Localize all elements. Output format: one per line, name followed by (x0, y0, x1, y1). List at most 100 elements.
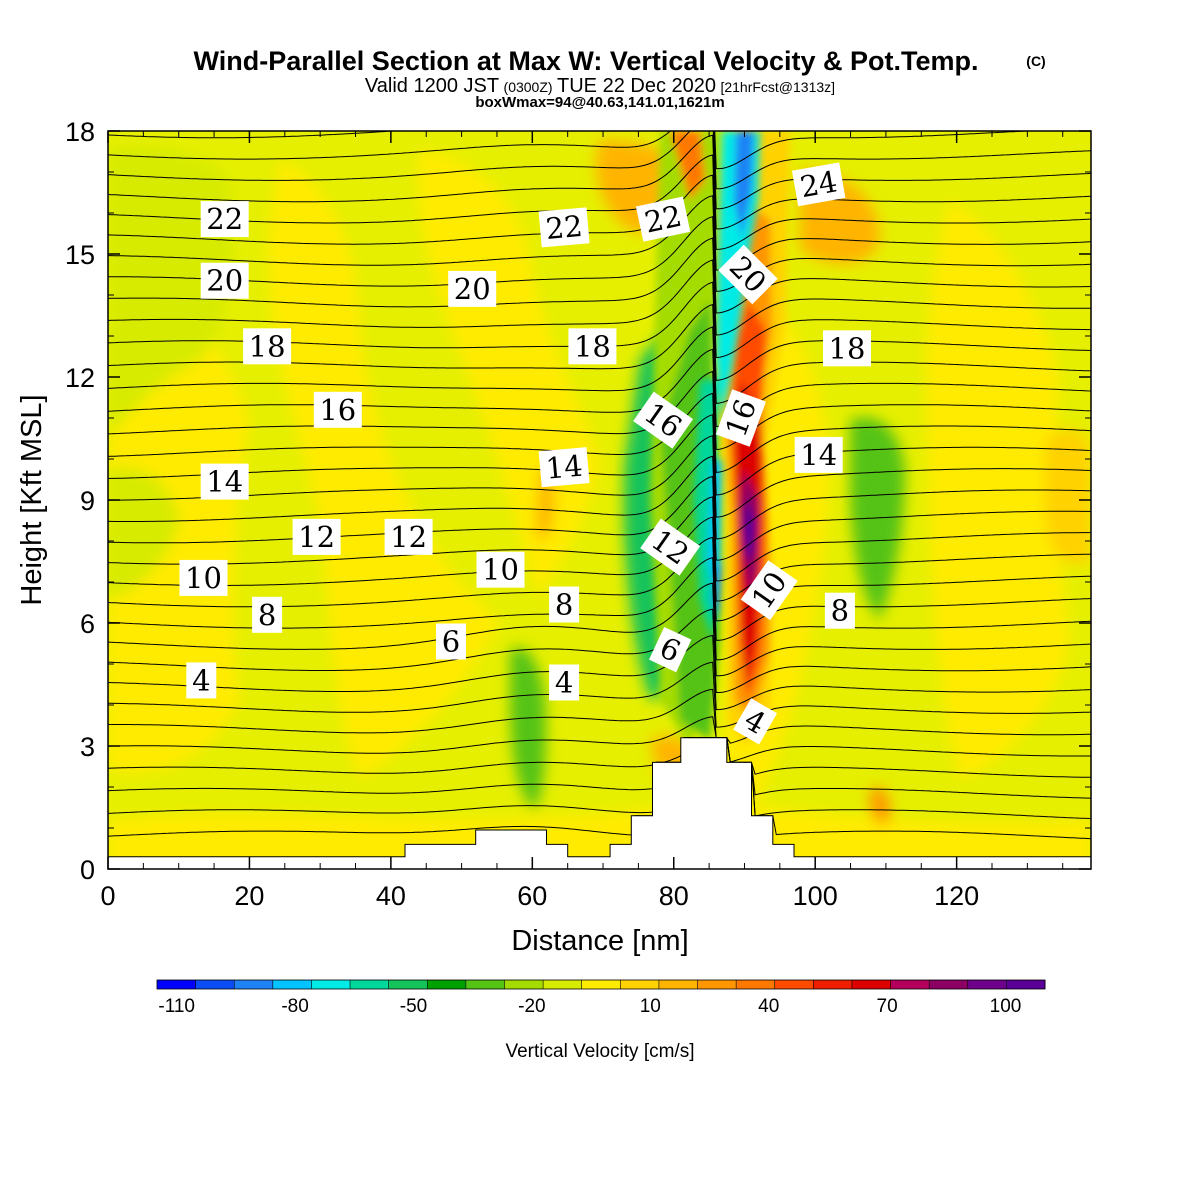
isentrope-line (108, 216, 1091, 314)
y-tick-label: 6 (80, 609, 95, 639)
contour-label-text: 22 (642, 199, 685, 240)
chart-subtitle-2: boxWmax=94@40.63,141.01,1621m (475, 94, 724, 111)
contour-label: 14 (200, 463, 249, 500)
y-tick-label: 0 (80, 855, 95, 885)
colorbar-swatch (350, 980, 390, 989)
x-tick-label: 0 (100, 881, 115, 911)
contour-label-box (568, 328, 617, 365)
contour-label: 22 (538, 207, 590, 248)
contour-label-text: 4 (555, 666, 573, 700)
terrain (107, 737, 1092, 870)
contour-label-box (823, 330, 871, 367)
contour-label-box (635, 196, 691, 242)
contour-label-box (384, 518, 433, 555)
contour-label-box (633, 391, 694, 449)
contour-label: 4 (186, 662, 217, 699)
contour-label: 12 (384, 518, 433, 555)
contour-label: 20 (200, 262, 249, 299)
contour-label-text: 8 (258, 598, 276, 632)
isentrope-line (108, 582, 1091, 677)
chart-title: Wind-Parallel Section at Max W: Vertical… (194, 46, 979, 76)
colorbar-tick-label: 100 (990, 996, 1022, 1017)
contour-label: 10 (179, 559, 228, 596)
isentrope-line (108, 348, 1091, 451)
contour-label-box (718, 244, 778, 305)
contour-label-text: 12 (298, 520, 335, 554)
colorbar-swatch (388, 980, 428, 989)
isentrope-line (108, 195, 1091, 292)
contour-label: 10 (476, 551, 525, 588)
contour-label-text: 18 (829, 331, 866, 365)
colorbar-swatch (543, 980, 583, 989)
contour-label-box (252, 596, 283, 633)
contour-label-text: 14 (800, 438, 837, 472)
contour-label-box (186, 662, 217, 699)
contour-label-box (436, 623, 466, 660)
contour-label: 6 (648, 626, 692, 673)
isentrope-line (108, 737, 1091, 820)
contour-label: 18 (243, 328, 292, 365)
y-axis-title: Height [Kft MSL] (16, 394, 48, 605)
y-tick-label: 3 (80, 732, 95, 762)
isentrope-line (108, 154, 1091, 250)
colorbar-swatch (813, 980, 853, 989)
contour-label-box (292, 518, 341, 555)
colorbar-tick-label: 40 (758, 996, 779, 1017)
contour-label: 8 (549, 586, 580, 623)
colorbar-swatch (774, 980, 814, 989)
contour-label-text: 14 (206, 465, 243, 499)
contour-label: 12 (292, 518, 341, 555)
x-tick-label: 80 (659, 881, 689, 911)
y-tick-label: 12 (65, 363, 95, 393)
contour-label: 22 (200, 201, 249, 238)
contour-label-text: 10 (482, 553, 519, 587)
contour-label-box (640, 518, 701, 576)
colorbar-swatch (697, 980, 737, 989)
isentrope-line (108, 131, 1037, 170)
isentrope-line (108, 131, 1091, 210)
contour-label-text: 16 (319, 393, 356, 427)
contour-label-box (243, 328, 292, 365)
x-tick-label: 100 (793, 881, 838, 911)
isentrope-line (108, 455, 1091, 561)
contour-label-text: 24 (798, 164, 840, 204)
contour-label-box (538, 447, 590, 488)
colorbar-swatch (890, 980, 930, 989)
isentrope-line (108, 237, 1091, 336)
contour-label-text: 20 (206, 264, 243, 298)
contour-label-box (476, 551, 525, 588)
colorbar-title: Vertical Velocity [cm/s] (505, 1041, 694, 1062)
colorbar-swatch (967, 980, 1007, 989)
colorbar-tick-label: -80 (281, 996, 308, 1017)
contour-label: 8 (252, 596, 283, 633)
colorbar-swatch (504, 980, 544, 989)
isentrope-line (108, 716, 1091, 763)
contour-label: 14 (538, 447, 590, 488)
contour-label-text: 4 (192, 663, 210, 697)
isentrope-line (108, 634, 1091, 711)
colorbar-tick-label: -110 (158, 996, 195, 1017)
contour-label: 16 (313, 391, 362, 428)
colorbar-swatch (465, 980, 505, 989)
isentrope-line (108, 737, 1091, 840)
contour-label-box (448, 270, 497, 307)
contour-label: 4 (549, 664, 580, 701)
y-tick-label: 9 (80, 486, 95, 516)
colorbar-swatch (851, 980, 892, 989)
contour-label-text: 8 (555, 588, 573, 622)
isentrope-line (108, 259, 1091, 359)
contour-label-text: 14 (544, 449, 584, 486)
colorbar-swatch (736, 980, 776, 989)
isentrope-line (108, 326, 1091, 428)
contour-label: 8 (824, 592, 855, 629)
colorbar-swatch (157, 980, 197, 989)
isentrope-line (108, 414, 1091, 518)
isentrope-line (108, 516, 1091, 622)
y-tick-label: 18 (65, 117, 95, 147)
isentrope-line (108, 174, 1091, 271)
isentrope-line (108, 131, 1091, 190)
colorbar-frame (156, 979, 1046, 990)
contour-label: 20 (448, 270, 497, 307)
isentrope-line (108, 737, 1091, 778)
